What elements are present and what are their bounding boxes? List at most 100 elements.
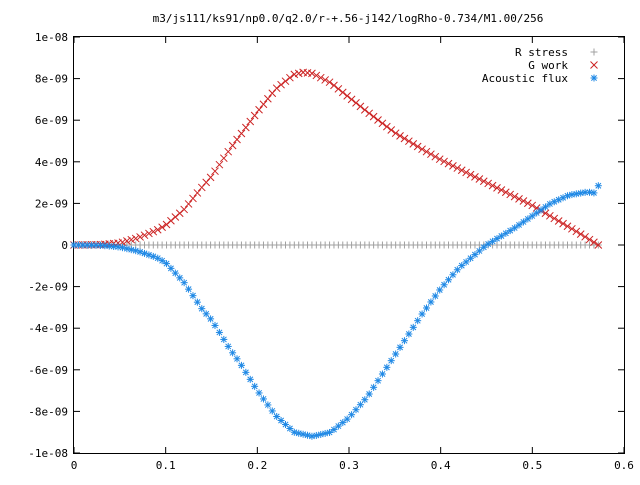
data-point — [493, 183, 501, 192]
data-point — [356, 401, 364, 409]
data-point — [145, 229, 153, 238]
data-point — [391, 129, 400, 138]
data-point — [198, 305, 206, 313]
data-point — [233, 135, 241, 144]
data-point — [427, 150, 435, 159]
series-acoustic-flux — [70, 182, 602, 440]
data-point — [290, 428, 298, 436]
data-point — [413, 142, 422, 151]
data-point — [576, 230, 585, 238]
data-point — [295, 429, 303, 437]
data-point — [440, 157, 448, 166]
data-point — [501, 188, 510, 197]
data-point — [378, 370, 386, 378]
data-point — [418, 310, 426, 318]
data-point — [471, 172, 479, 181]
data-point — [519, 218, 527, 226]
data-point — [577, 189, 585, 197]
data-point — [387, 357, 395, 365]
data-point — [422, 147, 431, 156]
data-point — [171, 269, 179, 277]
data-point — [136, 233, 144, 241]
data-point — [158, 257, 166, 265]
data-point — [488, 181, 497, 190]
data-point — [215, 328, 223, 336]
data-point — [484, 179, 493, 188]
x-tick-label: 0 — [71, 459, 78, 472]
data-point — [435, 155, 444, 164]
data-point — [541, 209, 550, 218]
legend-label: R stress — [515, 46, 568, 59]
data-point — [321, 429, 329, 437]
data-point — [480, 243, 488, 251]
data-point — [180, 205, 189, 214]
data-point — [361, 396, 369, 404]
data-point — [123, 245, 131, 253]
data-point — [436, 286, 444, 294]
y-tick-label: 8e-09 — [35, 73, 68, 86]
data-point — [272, 84, 281, 93]
y-tick-label: 6e-09 — [35, 114, 68, 127]
data-point — [286, 73, 294, 82]
data-point — [334, 85, 343, 93]
data-point — [242, 368, 250, 376]
data-point — [325, 78, 334, 87]
data-point — [241, 123, 250, 132]
data-point — [255, 389, 263, 397]
data-point — [229, 349, 237, 357]
data-point — [167, 264, 175, 272]
x-tick-label: 0.5 — [522, 459, 542, 472]
legend-marker — [590, 74, 598, 82]
data-point — [299, 430, 307, 438]
data-point — [550, 214, 559, 223]
data-point — [396, 131, 404, 140]
data-point — [140, 231, 149, 240]
data-point — [414, 317, 422, 325]
data-point — [449, 161, 457, 170]
data-point — [387, 126, 396, 134]
y-tick-label: 0 — [61, 239, 68, 252]
y-tick-label: -1e-08 — [28, 447, 68, 460]
data-point — [308, 69, 316, 78]
data-point — [479, 177, 488, 186]
data-point — [590, 238, 598, 247]
data-point — [396, 343, 404, 351]
data-point — [457, 166, 466, 175]
data-point — [180, 279, 188, 287]
data-point — [189, 292, 197, 300]
y-tick-label: -8e-09 — [28, 405, 68, 418]
data-point — [374, 116, 382, 124]
data-point — [277, 416, 285, 424]
data-point — [118, 244, 126, 252]
data-point — [497, 186, 506, 194]
data-point — [370, 383, 378, 391]
data-point — [458, 262, 466, 270]
data-point — [334, 422, 342, 430]
data-point — [586, 188, 594, 196]
data-point — [132, 247, 140, 255]
data-point — [184, 200, 193, 208]
data-point — [431, 152, 440, 161]
data-point — [154, 254, 162, 262]
data-point — [422, 304, 430, 312]
legend-label: G work — [528, 59, 568, 72]
data-point — [594, 241, 603, 249]
data-point — [378, 119, 387, 128]
x-tick-label: 0.2 — [247, 459, 267, 472]
data-point — [215, 160, 224, 169]
data-point — [365, 109, 374, 118]
data-point — [502, 229, 510, 237]
data-point — [400, 134, 409, 143]
data-point — [277, 80, 285, 89]
data-point — [392, 350, 400, 358]
data-point — [444, 159, 453, 168]
data-point — [250, 111, 259, 120]
data-point — [123, 237, 131, 245]
y-tick-label: -6e-09 — [28, 364, 68, 377]
data-point — [475, 175, 484, 183]
data-point — [590, 189, 598, 197]
data-point — [528, 212, 536, 220]
data-point — [339, 419, 347, 427]
